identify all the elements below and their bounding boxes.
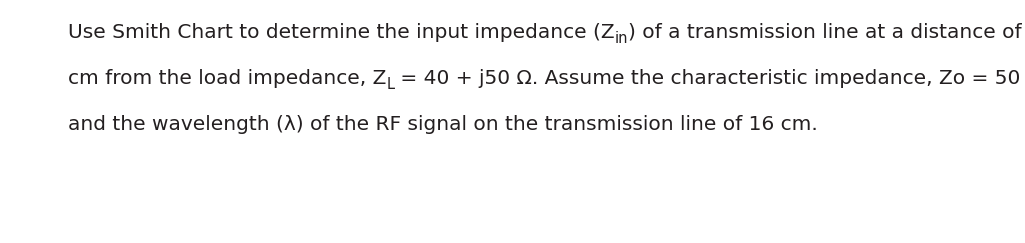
Text: = 40 + j50 Ω. Assume the characteristic impedance, Zo = 50 Ω: = 40 + j50 Ω. Assume the characteristic … [395,69,1025,88]
Text: Use Smith Chart to determine the input impedance (Z: Use Smith Chart to determine the input i… [68,23,615,42]
Text: and the wavelength (λ) of the RF signal on the transmission line of 16 cm.: and the wavelength (λ) of the RF signal … [68,115,818,134]
Text: in: in [615,31,628,46]
Text: L: L [386,77,395,92]
Text: cm from the load impedance, Z: cm from the load impedance, Z [68,69,386,88]
Text: ) of a transmission line at a distance of 2: ) of a transmission line at a distance o… [628,23,1025,42]
